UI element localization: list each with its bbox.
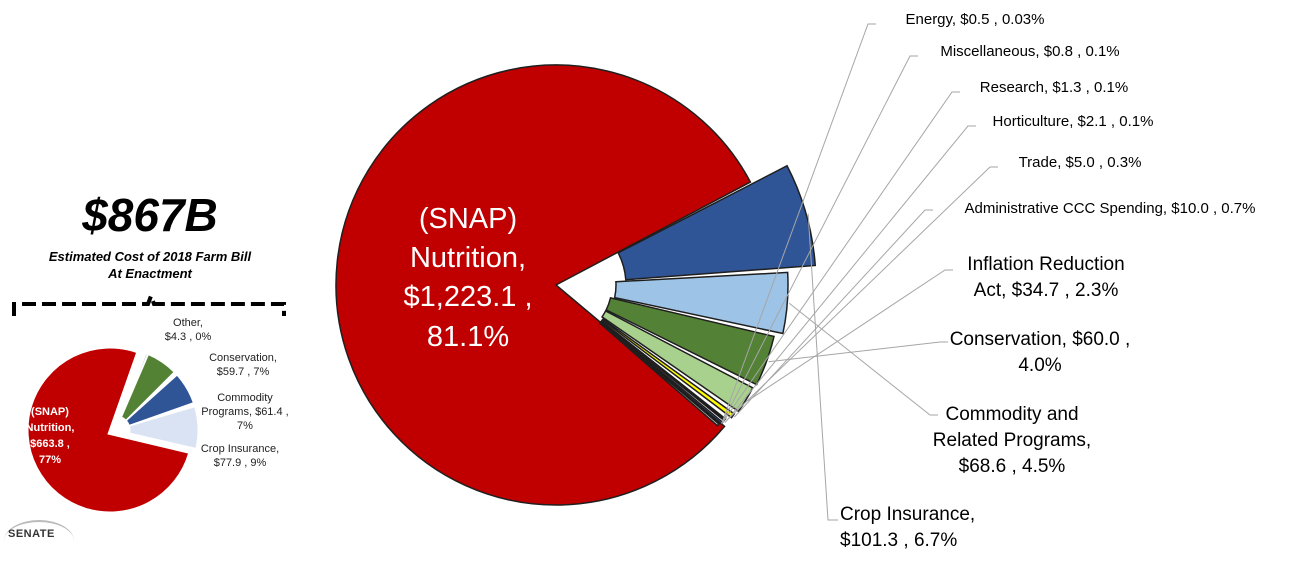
label-research-0: Research, $1.3 , 0.1%	[980, 79, 1128, 96]
small-label-conservation-1: $59.7 , 7%	[217, 366, 270, 378]
label-inflation-reduction-act-1: Act, $34.7 , 2.3%	[974, 280, 1119, 301]
label-snap-nutrition-2: $1,223.1 ,	[404, 281, 533, 313]
label-trade-0: Trade, $5.0 , 0.3%	[1019, 154, 1142, 171]
total-cost: $867B	[82, 189, 218, 241]
label-crop-insurance-1: $101.3 , 6.7%	[840, 530, 957, 550]
label-administrative-ccc-spending-0: Administrative CCC Spending, $10.0 , 0.7…	[965, 200, 1256, 217]
label-miscellaneous-0: Miscellaneous, $0.8 , 0.1%	[940, 43, 1119, 60]
label-inflation-reduction-act-0: Inflation Reduction	[967, 254, 1124, 275]
main-pie-chart: (SNAP) Nutrition, $1,223.1 , 81.1% Crop Insu…	[335, 11, 1256, 550]
label-snap-nutrition-3: 81.1%	[427, 321, 509, 353]
logo-arc-icon	[4, 520, 74, 562]
small-label-crop-insurance-0: Crop Insurance,	[201, 443, 279, 455]
label-commodity-and-related-programs-1: Related Programs,	[933, 430, 1091, 451]
leader-conservation	[768, 341, 948, 363]
small-label-conservation-0: Conservation,	[209, 352, 277, 364]
label-energy-0: Energy, $0.5 , 0.03%	[906, 11, 1045, 28]
label-crop-insurance-0: Crop Insurance,	[840, 504, 975, 525]
leader-research	[722, 91, 960, 423]
slice-commodity-and-related-programs	[613, 271, 789, 335]
label-commodity-and-related-programs-2: $68.6 , 4.5%	[959, 456, 1066, 477]
small-label-snap-nutrition-0: (SNAP)	[31, 406, 69, 418]
small-slice-other	[120, 353, 149, 418]
small-label-other-1: $4.3 , 0%	[165, 331, 212, 343]
leader-inflation-reduction-act	[747, 269, 953, 402]
senate-logo: SENATE	[8, 528, 55, 540]
leader-administrative-ccc-spending	[734, 209, 933, 418]
slice-energy	[598, 321, 720, 427]
leader-commodity-and-related-programs	[788, 302, 938, 416]
leader-crop-insurance	[807, 213, 838, 521]
bracket	[12, 290, 286, 316]
small-label-snap-nutrition-3: 77%	[39, 454, 61, 466]
small-label-commodity-programs-0: Commodity	[217, 392, 273, 404]
slice-crop-insurance	[617, 164, 817, 281]
caption-line-2: At Enactment	[108, 266, 192, 281]
small-slice-conservation	[120, 354, 175, 421]
label-snap-nutrition-1: Nutrition,	[410, 242, 526, 274]
small-label-snap-nutrition-2: $663.8 ,	[30, 438, 70, 450]
label-horticulture-0: Horticulture, $2.1 , 0.1%	[993, 113, 1154, 130]
leader-trade	[726, 166, 998, 421]
small-label-commodity-programs-1: Programs, $61.4 ,	[201, 406, 288, 418]
small-label-other-0: Other,	[173, 317, 203, 329]
slice-administrative-ccc-spending	[601, 317, 736, 419]
label-snap-nutrition-0: (SNAP)	[419, 203, 517, 235]
label-commodity-and-related-programs-0: Commodity and	[945, 404, 1078, 425]
small-label-commodity-programs-2: 7%	[237, 420, 253, 432]
total-cost-caption: Estimated Cost of 2018 Farm Bill At Enac…	[20, 248, 280, 282]
label-conservation-0: Conservation, $60.0 ,	[950, 329, 1131, 350]
small-label-crop-insurance-1: $77.9 , 9%	[214, 457, 267, 469]
label-conservation-1: 4.0%	[1018, 355, 1061, 376]
small-pie-chart: (SNAP) Nutrition, $663.8 , 77% Crop Insuranc…	[26, 317, 289, 513]
small-slice-snap-nutrition	[27, 347, 190, 513]
leader-horticulture	[724, 125, 976, 423]
small-slice-commodity-programs	[125, 374, 194, 426]
chart-canvas: (SNAP) Nutrition, $1,223.1 , 81.1% Crop Insu…	[12, 11, 1256, 550]
leader-energy	[721, 23, 876, 424]
slice-snap-nutrition	[335, 64, 752, 506]
caption-line-1: Estimated Cost of 2018 Farm Bill	[48, 249, 252, 264]
small-label-snap-nutrition-1: Nutrition,	[26, 422, 75, 434]
leader-miscellaneous	[721, 55, 918, 424]
small-slice-crop-insurance	[128, 406, 199, 449]
